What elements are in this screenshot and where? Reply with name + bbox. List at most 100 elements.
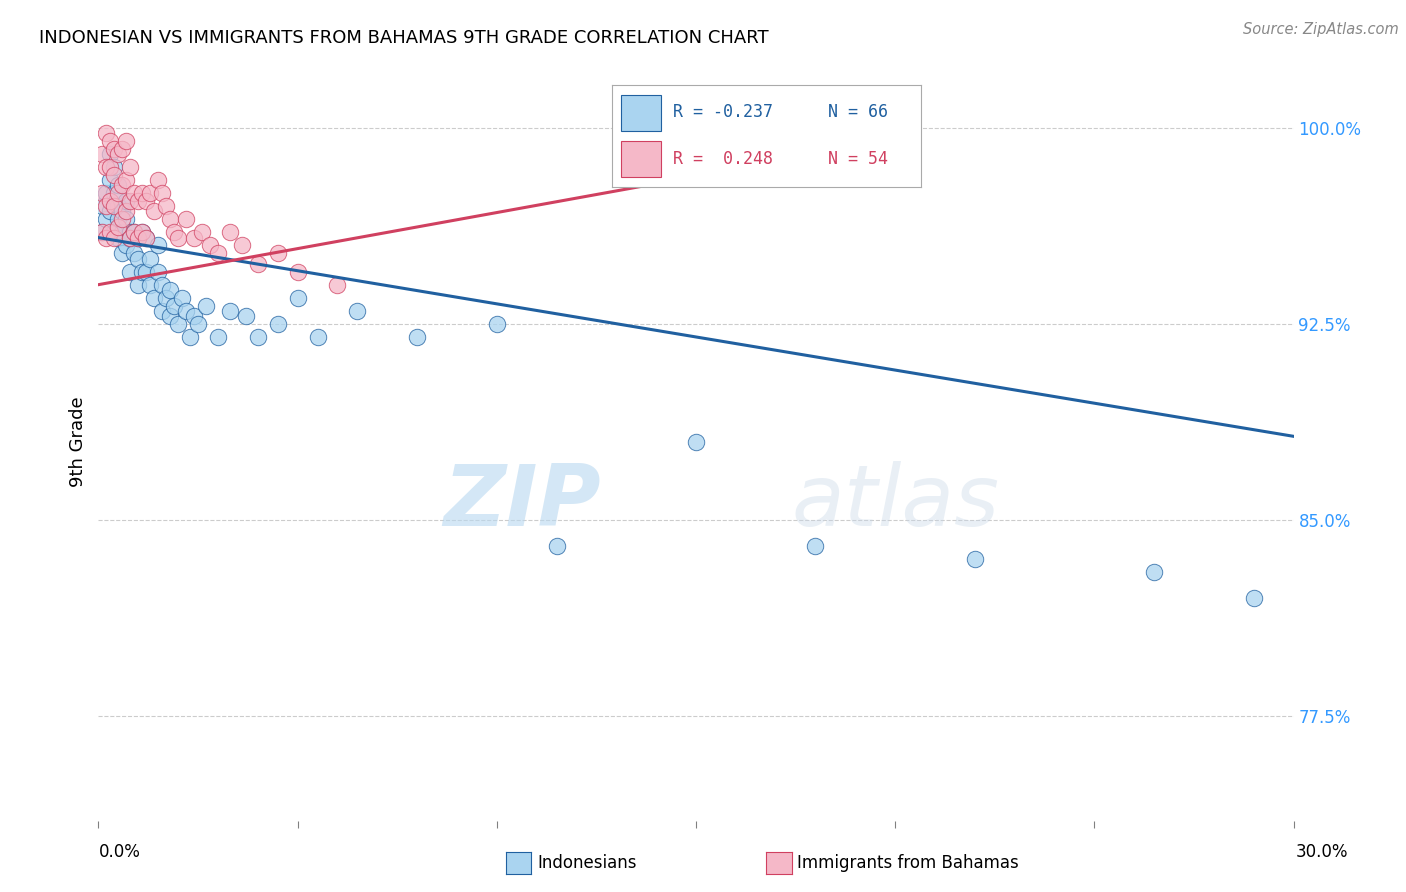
- Point: [124, 186, 146, 201]
- Point: [246, 257, 269, 271]
- Point: [406, 330, 429, 344]
- Text: Indonesians: Indonesians: [537, 855, 637, 872]
- Point: [139, 277, 162, 292]
- Point: [183, 309, 205, 323]
- Point: [91, 226, 114, 240]
- Text: INDONESIAN VS IMMIGRANTS FROM BAHAMAS 9TH GRADE CORRELATION CHART: INDONESIAN VS IMMIGRANTS FROM BAHAMAS 9T…: [39, 29, 768, 47]
- Point: [127, 230, 149, 244]
- Point: [107, 147, 129, 161]
- Bar: [621, 141, 661, 177]
- Point: [172, 291, 194, 305]
- Point: [267, 246, 290, 260]
- Point: [804, 539, 827, 553]
- Point: [115, 134, 138, 148]
- Point: [120, 264, 142, 278]
- Point: [207, 246, 229, 260]
- Point: [107, 199, 129, 213]
- Point: [98, 160, 122, 174]
- Point: [346, 303, 368, 318]
- Point: [91, 186, 114, 201]
- Text: R =  0.248: R = 0.248: [673, 150, 773, 168]
- Point: [111, 246, 134, 260]
- Point: [1243, 591, 1265, 606]
- Point: [111, 142, 134, 156]
- Point: [96, 230, 118, 244]
- Point: [163, 299, 186, 313]
- Point: [219, 303, 242, 318]
- Point: [120, 230, 142, 244]
- Point: [485, 317, 508, 331]
- Point: [267, 317, 290, 331]
- Point: [963, 552, 986, 566]
- Point: [107, 212, 129, 227]
- Point: [127, 230, 149, 244]
- Point: [187, 317, 209, 331]
- Point: [98, 147, 122, 161]
- Point: [155, 199, 177, 213]
- Point: [98, 226, 122, 240]
- Point: [124, 226, 146, 240]
- Point: [1143, 566, 1166, 580]
- Point: [207, 330, 229, 344]
- Point: [135, 194, 157, 208]
- Point: [191, 226, 214, 240]
- Point: [167, 317, 190, 331]
- Point: [103, 230, 125, 244]
- Point: [124, 246, 146, 260]
- Point: [231, 238, 253, 252]
- Point: [287, 291, 309, 305]
- Point: [167, 230, 190, 244]
- Point: [98, 204, 122, 219]
- Point: [96, 212, 118, 227]
- Text: N = 66: N = 66: [828, 103, 889, 121]
- Point: [91, 226, 114, 240]
- Point: [159, 283, 181, 297]
- Point: [131, 226, 153, 240]
- Point: [111, 212, 134, 227]
- Text: ZIP: ZIP: [443, 460, 600, 544]
- Point: [546, 539, 568, 553]
- Point: [307, 330, 329, 344]
- Point: [120, 230, 142, 244]
- Point: [107, 186, 129, 201]
- Point: [115, 212, 138, 227]
- Text: R = -0.237: R = -0.237: [673, 103, 773, 121]
- Point: [287, 264, 309, 278]
- Point: [107, 220, 129, 235]
- Text: N = 54: N = 54: [828, 150, 889, 168]
- Point: [143, 291, 166, 305]
- Point: [685, 434, 707, 449]
- Point: [120, 160, 142, 174]
- Point: [127, 194, 149, 208]
- Point: [103, 160, 125, 174]
- Point: [98, 134, 122, 148]
- Point: [103, 199, 125, 213]
- Y-axis label: 9th Grade: 9th Grade: [69, 396, 87, 487]
- Point: [183, 230, 205, 244]
- Point: [195, 299, 218, 313]
- Point: [148, 264, 170, 278]
- Point: [107, 230, 129, 244]
- Point: [120, 194, 142, 208]
- Point: [135, 230, 157, 244]
- Point: [150, 303, 173, 318]
- Point: [150, 186, 173, 201]
- Point: [235, 309, 257, 323]
- Point: [131, 264, 153, 278]
- Point: [179, 330, 201, 344]
- Point: [174, 212, 197, 227]
- Point: [107, 178, 129, 193]
- Point: [111, 204, 134, 219]
- Point: [131, 186, 153, 201]
- Point: [131, 226, 153, 240]
- Point: [159, 309, 181, 323]
- Point: [326, 277, 349, 292]
- Point: [96, 160, 118, 174]
- Point: [96, 126, 118, 140]
- Point: [163, 226, 186, 240]
- Point: [148, 238, 170, 252]
- Point: [174, 303, 197, 318]
- Point: [135, 230, 157, 244]
- Point: [103, 226, 125, 240]
- Point: [139, 186, 162, 201]
